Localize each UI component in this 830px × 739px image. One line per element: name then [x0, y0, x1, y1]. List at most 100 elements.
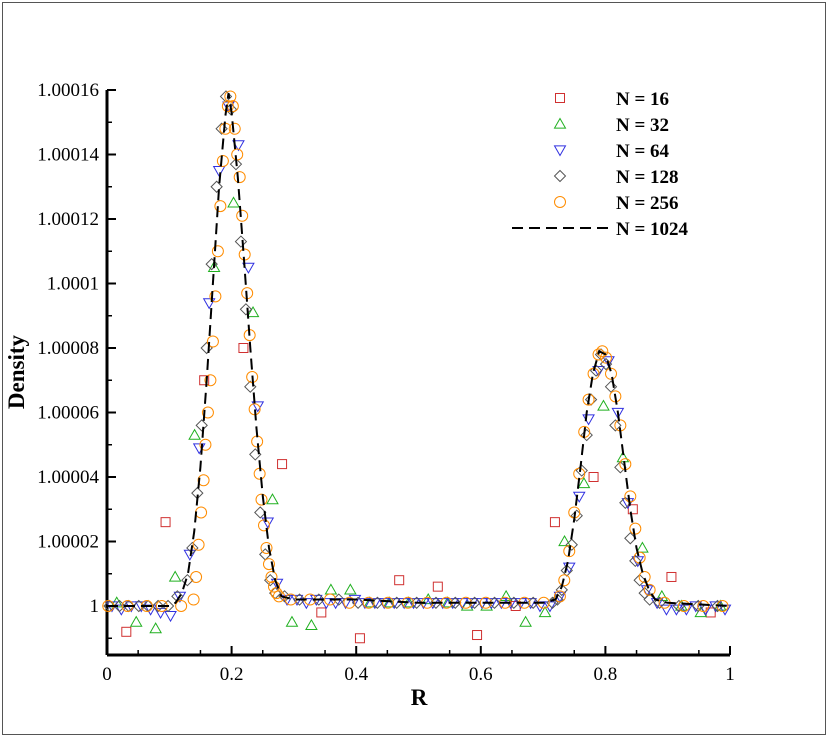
- data-point-n-32: [246, 306, 260, 318]
- series-n-16: [121, 343, 716, 644]
- data-point-n-128: [570, 509, 583, 522]
- data-point-n-256: [190, 570, 203, 583]
- data-point-n-16: [121, 626, 132, 637]
- data-point-n-256: [211, 245, 224, 258]
- data-point-n-256: [643, 583, 656, 596]
- data-point-n-256: [697, 600, 710, 612]
- series-n-1024: [107, 93, 731, 607]
- data-point-n-128: [653, 596, 666, 609]
- data-point-n-256: [199, 438, 212, 451]
- data-point-n-16: [394, 575, 405, 586]
- data-point-n-32: [616, 451, 630, 463]
- data-point-n-128: [580, 428, 593, 442]
- data-point-n-256: [265, 570, 278, 583]
- data-point-n-256: [381, 596, 394, 609]
- data-point-n-256: [201, 406, 214, 419]
- data-point-n-128: [575, 464, 588, 477]
- legend-marker-n-64: [553, 145, 567, 157]
- data-marks: [102, 90, 732, 644]
- data-point-n-64: [611, 407, 625, 420]
- data-point-n-256: [262, 558, 275, 571]
- legend: N = 16 N = 32 N = 64 N = 128 N = 256 N = 1024: [512, 89, 689, 240]
- data-point-n-32: [168, 570, 182, 582]
- y-tick-label: 1.00006: [37, 403, 99, 424]
- data-point-n-16: [549, 517, 560, 528]
- data-point-n-256: [221, 100, 234, 113]
- data-point-n-256: [224, 90, 237, 103]
- data-point-n-128: [234, 235, 248, 248]
- data-point-n-256: [204, 374, 217, 387]
- data-point-n-256: [257, 519, 270, 532]
- data-point-n-16: [432, 581, 443, 592]
- data-point-n-128: [239, 303, 253, 316]
- y-tick-label: 1.00016: [37, 80, 99, 101]
- data-point-n-16: [238, 343, 249, 353]
- data-point-n-128: [132, 599, 145, 613]
- x-tick-label: 0.2: [220, 664, 244, 685]
- y-tick-label: 1.00004: [37, 467, 99, 488]
- series-line-n-1024: [107, 93, 731, 607]
- data-point-n-32: [149, 622, 163, 634]
- data-point-n-256: [343, 596, 356, 609]
- data-point-n-256: [605, 367, 618, 380]
- data-point-n-32: [227, 196, 240, 208]
- data-point-n-128: [195, 419, 208, 432]
- data-point-n-256: [192, 538, 205, 551]
- legend-label-n-16: N = 16: [616, 89, 669, 110]
- data-point-n-32: [558, 534, 571, 547]
- data-point-n-256: [267, 580, 280, 593]
- data-point-n-16: [705, 607, 716, 618]
- data-point-n-32: [305, 618, 318, 630]
- data-point-n-128: [609, 419, 622, 432]
- data-point-n-128: [200, 341, 213, 355]
- data-point-n-64: [582, 414, 595, 426]
- data-point-n-64: [261, 517, 275, 529]
- data-point-n-32: [324, 583, 338, 595]
- data-point-n-256: [629, 522, 642, 535]
- data-point-n-128: [565, 538, 578, 551]
- data-point-n-64: [680, 604, 693, 616]
- data-point-n-256: [558, 574, 571, 587]
- legend-label-n-128: N = 128: [616, 167, 679, 188]
- data-point-n-64: [192, 443, 206, 455]
- data-point-n-256: [270, 587, 283, 600]
- x-tick-label: 0.8: [594, 664, 618, 685]
- data-point-n-256: [236, 209, 249, 222]
- data-point-n-16: [472, 630, 483, 641]
- data-point-n-64: [572, 491, 586, 503]
- y-tick-label: 1.00012: [37, 209, 99, 230]
- data-point-n-256: [638, 570, 651, 583]
- data-point-n-256: [195, 506, 208, 519]
- data-point-n-128: [229, 157, 243, 171]
- data-point-n-256: [197, 474, 210, 487]
- data-point-n-16: [199, 375, 210, 386]
- data-point-n-16: [316, 607, 327, 618]
- data-point-n-256: [233, 171, 246, 184]
- data-point-n-256: [600, 351, 613, 364]
- data-point-n-64: [202, 298, 216, 310]
- data-point-n-32: [636, 541, 649, 553]
- data-point-n-128: [186, 541, 199, 555]
- data-point-n-128: [210, 180, 223, 193]
- x-tick-label: 0: [102, 664, 112, 685]
- data-point-n-128: [560, 564, 573, 577]
- x-axis-title: R: [411, 685, 428, 710]
- data-point-n-256: [228, 122, 241, 135]
- data-point-n-128: [629, 554, 642, 568]
- data-point-n-128: [113, 599, 126, 613]
- data-point-n-64: [670, 604, 683, 616]
- data-point-n-256: [216, 154, 229, 167]
- data-point-n-32: [538, 605, 552, 618]
- data-point-n-32: [188, 428, 201, 440]
- data-point-n-256: [553, 590, 566, 603]
- data-point-n-256: [624, 490, 637, 503]
- data-point-n-256: [175, 600, 188, 612]
- y-tick-label: 1.0001: [47, 274, 99, 295]
- legend-label-n-32: N = 32: [616, 115, 669, 136]
- data-point-n-32: [266, 493, 279, 505]
- data-point-n-128: [555, 583, 568, 597]
- data-point-n-128: [205, 257, 218, 271]
- data-point-n-64: [242, 262, 255, 274]
- data-point-n-256: [260, 541, 273, 554]
